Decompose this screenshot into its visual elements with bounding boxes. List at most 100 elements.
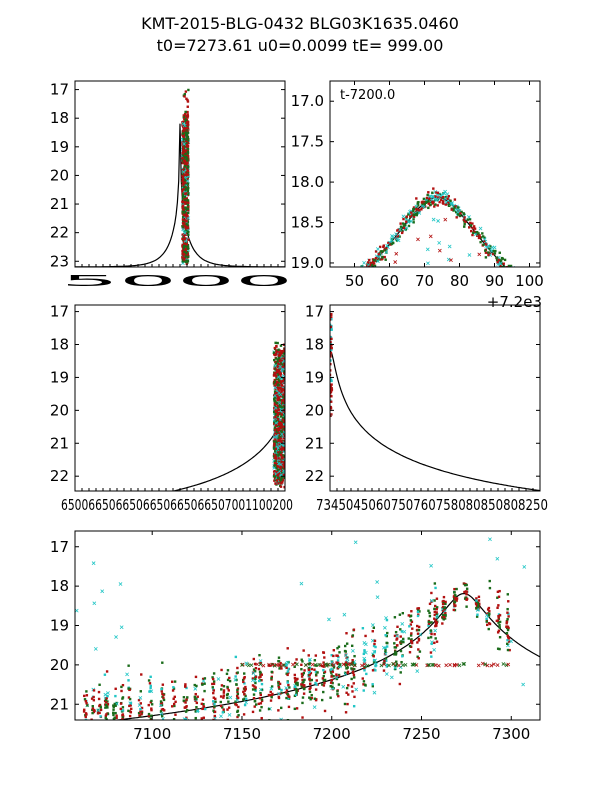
data-point (362, 683, 365, 686)
data-point (282, 406, 285, 409)
data-point (379, 305, 382, 308)
x-tick-label: 7150 (223, 725, 261, 743)
data-point (274, 368, 277, 371)
data-point (278, 354, 282, 357)
data-point (236, 696, 240, 700)
data-point (172, 717, 176, 720)
data-point (462, 212, 466, 216)
data-point (244, 697, 248, 701)
data-point (330, 369, 332, 372)
data-point (97, 741, 99, 743)
data-point (201, 683, 204, 686)
data-point (426, 200, 430, 203)
data-point (119, 735, 122, 738)
data-point (323, 678, 327, 682)
data-point (182, 699, 185, 702)
data-point (330, 336, 333, 339)
data-point (273, 479, 276, 482)
data-point (106, 694, 109, 698)
data-point (302, 649, 305, 652)
data-point (121, 683, 125, 687)
data-point (335, 675, 338, 678)
data-point (274, 460, 277, 463)
data-point (283, 387, 285, 390)
data-point (186, 252, 190, 255)
data-point (286, 681, 289, 684)
data-point (463, 225, 466, 228)
data-point (280, 450, 283, 454)
data-point (183, 226, 186, 229)
data-point (398, 682, 402, 686)
data-point (374, 257, 377, 261)
data-point (433, 641, 436, 645)
data-point (194, 716, 197, 720)
data-point (365, 272, 368, 275)
data-point (90, 718, 93, 720)
data-point (517, 336, 520, 339)
data-point (315, 683, 318, 686)
data-point (276, 461, 279, 465)
data-point (279, 717, 284, 720)
data-point (308, 659, 311, 662)
data-point (275, 375, 278, 378)
data-point (478, 226, 483, 231)
data-point (227, 689, 230, 692)
data-point (293, 686, 296, 690)
data-point (274, 415, 277, 419)
data-point (222, 696, 225, 699)
data-point (150, 699, 153, 703)
data-point (226, 687, 229, 690)
data-point (280, 382, 283, 386)
data-point (84, 715, 87, 719)
data-point (193, 683, 196, 687)
data-point (510, 289, 513, 292)
data-point (92, 737, 94, 739)
data-point (277, 444, 282, 449)
data-point (181, 121, 186, 126)
data-point (329, 696, 332, 699)
data-point (396, 625, 399, 629)
data-point (365, 663, 370, 668)
data-point (417, 628, 421, 632)
data-point (261, 663, 266, 668)
data-point (283, 462, 285, 466)
data-point (120, 731, 122, 733)
data-point (275, 349, 278, 352)
data-point (273, 399, 276, 403)
data-point (163, 720, 165, 722)
data-point (284, 686, 289, 690)
data-point (121, 714, 124, 717)
data-point (441, 609, 445, 612)
data-point (444, 611, 447, 615)
data-point (277, 391, 281, 395)
data-point (259, 693, 263, 697)
data-point (479, 236, 483, 239)
data-point (254, 675, 258, 679)
data-point (281, 395, 285, 399)
data-point (427, 609, 430, 612)
data-point (286, 647, 289, 650)
data-point (282, 420, 285, 423)
data-point (204, 707, 207, 711)
data-point (439, 198, 443, 202)
data-point (443, 217, 448, 222)
data-point (277, 354, 280, 357)
data-point (105, 732, 107, 734)
data-point (127, 664, 130, 667)
data-point (187, 201, 190, 205)
x-tick-label: 7100 (133, 725, 171, 743)
data-point (343, 291, 345, 293)
data-point (508, 275, 510, 277)
data-point (317, 662, 321, 667)
data-point (345, 291, 347, 293)
data-point (127, 687, 130, 690)
data-point (321, 683, 324, 686)
data-point (186, 186, 190, 189)
data-point (282, 349, 285, 353)
data-point (93, 725, 95, 727)
data-point (361, 677, 364, 680)
data-point (91, 707, 95, 710)
data-point (252, 696, 256, 700)
data-point (460, 210, 463, 214)
data-point (498, 614, 502, 617)
